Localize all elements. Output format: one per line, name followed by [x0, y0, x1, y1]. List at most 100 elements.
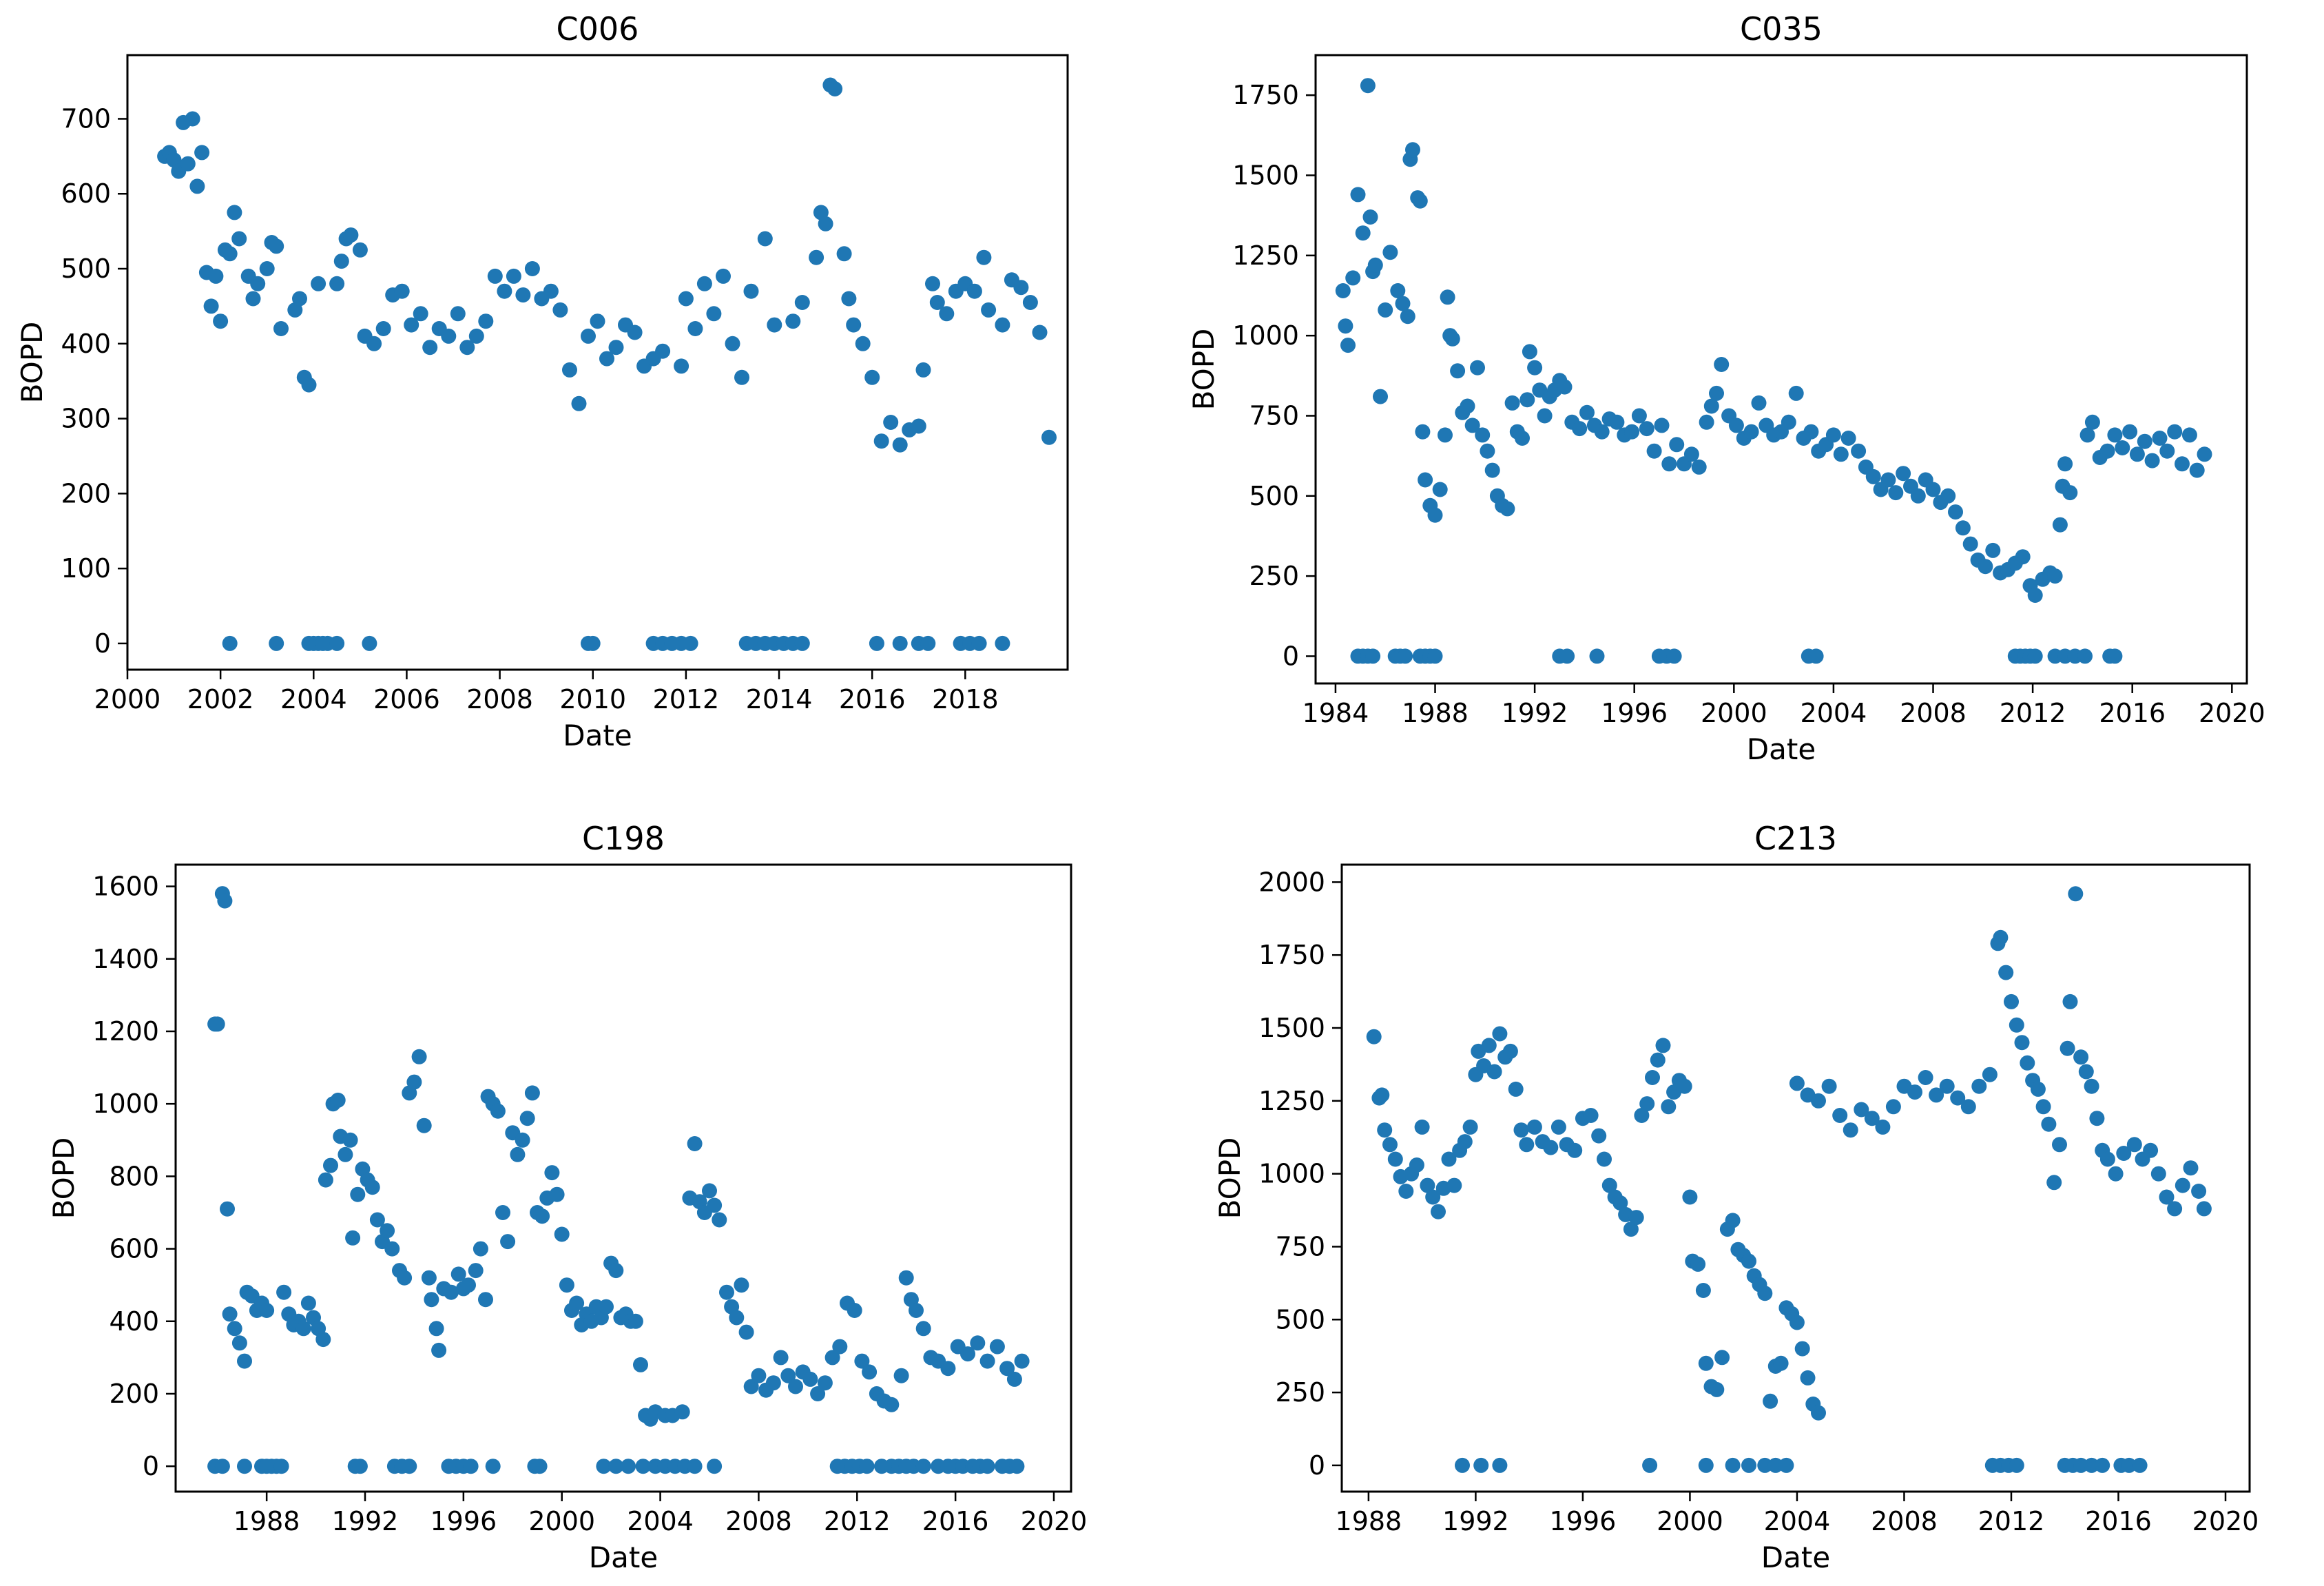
- data-point: [2099, 1151, 2115, 1167]
- data-point: [428, 1321, 444, 1337]
- data-point: [751, 1368, 767, 1383]
- data-point: [1398, 648, 1413, 664]
- data-point: [1567, 1142, 1583, 1158]
- x-axis-label: Date: [563, 719, 632, 752]
- data-point: [1624, 424, 1640, 440]
- y-tick-label: 1200: [92, 1016, 159, 1047]
- data-point: [1508, 1081, 1524, 1097]
- data-point: [1502, 1043, 1518, 1059]
- y-tick-label: 100: [61, 553, 111, 584]
- data-point: [1642, 1457, 1658, 1473]
- data-point: [869, 635, 884, 651]
- data-point: [1338, 318, 1353, 334]
- data-point: [1522, 344, 1537, 360]
- data-point: [687, 321, 703, 336]
- data-point: [892, 635, 908, 651]
- data-point: [535, 1208, 550, 1224]
- data-point: [2062, 485, 2078, 501]
- data-point: [2191, 1184, 2207, 1199]
- data-point: [2009, 1457, 2024, 1473]
- data-point: [1950, 1090, 1966, 1106]
- data-point: [873, 433, 889, 449]
- data-point: [1683, 446, 1699, 462]
- data-point: [1387, 1151, 1403, 1167]
- data-point: [1441, 1151, 1457, 1167]
- data-point: [227, 205, 242, 220]
- data-point: [883, 415, 899, 430]
- data-point: [1875, 1119, 1891, 1135]
- data-point: [1725, 1213, 1741, 1228]
- data-point: [1350, 187, 1366, 203]
- data-point: [2073, 1457, 2089, 1473]
- data-point: [329, 635, 345, 651]
- data-point: [2068, 886, 2084, 902]
- data-point: [1591, 1128, 1607, 1144]
- data-point: [1978, 559, 1993, 575]
- data-point: [259, 261, 275, 276]
- data-point: [431, 1342, 447, 1358]
- data-point: [364, 1180, 380, 1195]
- y-tick-label: 400: [61, 329, 111, 359]
- y-tick-label: 1750: [1258, 940, 1325, 970]
- data-point: [706, 306, 722, 322]
- data-point: [1741, 1253, 1756, 1269]
- data-point: [1041, 429, 1057, 445]
- data-point: [1628, 1210, 1644, 1226]
- data-point: [1414, 1119, 1430, 1135]
- x-tick-label: 2014: [746, 684, 813, 714]
- y-tick-label: 600: [61, 178, 111, 209]
- data-point: [342, 1132, 358, 1148]
- data-point: [2009, 1017, 2024, 1033]
- data-point: [1661, 456, 1677, 472]
- data-point: [478, 313, 494, 329]
- data-point: [450, 306, 466, 322]
- data-point: [1773, 1355, 1789, 1371]
- data-point: [1345, 270, 1361, 286]
- y-tick-label: 500: [61, 254, 111, 284]
- data-point: [859, 1459, 875, 1474]
- x-tick-label: 1988: [1336, 1506, 1402, 1536]
- data-point: [2079, 427, 2095, 443]
- data-point: [2027, 588, 2043, 603]
- y-tick-label: 1250: [1232, 240, 1299, 271]
- data-point: [1789, 1315, 1805, 1330]
- data-point: [970, 1335, 986, 1351]
- data-point: [817, 1375, 833, 1391]
- data-point: [273, 321, 289, 336]
- data-point: [1751, 395, 1767, 411]
- data-point: [384, 1241, 400, 1257]
- y-tick-label: 0: [1283, 641, 1299, 671]
- data-point: [1939, 1078, 1955, 1094]
- x-tick-label: 2008: [725, 1506, 792, 1536]
- data-point: [1367, 257, 1383, 273]
- data-point: [1843, 1122, 1858, 1138]
- data-point: [1382, 245, 1398, 260]
- data-point: [208, 268, 224, 284]
- data-point: [1690, 1256, 1706, 1272]
- data-point: [461, 1277, 476, 1293]
- data-point: [301, 377, 317, 393]
- x-tick-label: 2018: [932, 684, 999, 714]
- data-point: [227, 1321, 242, 1337]
- data-point: [765, 1375, 781, 1391]
- chart-title: C213: [1754, 820, 1837, 857]
- data-point: [375, 321, 391, 336]
- data-point: [1022, 295, 1038, 310]
- subplot-c213: C213 1988 1992 1996 2000 2004 2008 2012 2016 2020…: [1213, 820, 2259, 1574]
- data-point: [1526, 1119, 1542, 1135]
- y-tick-label: 200: [109, 1379, 159, 1409]
- data-point: [909, 1303, 924, 1318]
- data-point: [237, 1353, 252, 1369]
- data-point: [2167, 1201, 2183, 1217]
- data-point: [2122, 424, 2138, 440]
- x-tick-label: 1984: [1303, 698, 1369, 728]
- axes-frame: [1340, 863, 2251, 1493]
- data-point: [898, 1270, 914, 1286]
- data-point: [995, 635, 1010, 651]
- data-point: [1789, 1075, 1805, 1091]
- data-point: [1444, 331, 1460, 347]
- data-point: [1709, 1381, 1725, 1397]
- data-point: [1550, 1119, 1566, 1135]
- data-point: [2129, 446, 2145, 462]
- data-point: [1427, 648, 1443, 664]
